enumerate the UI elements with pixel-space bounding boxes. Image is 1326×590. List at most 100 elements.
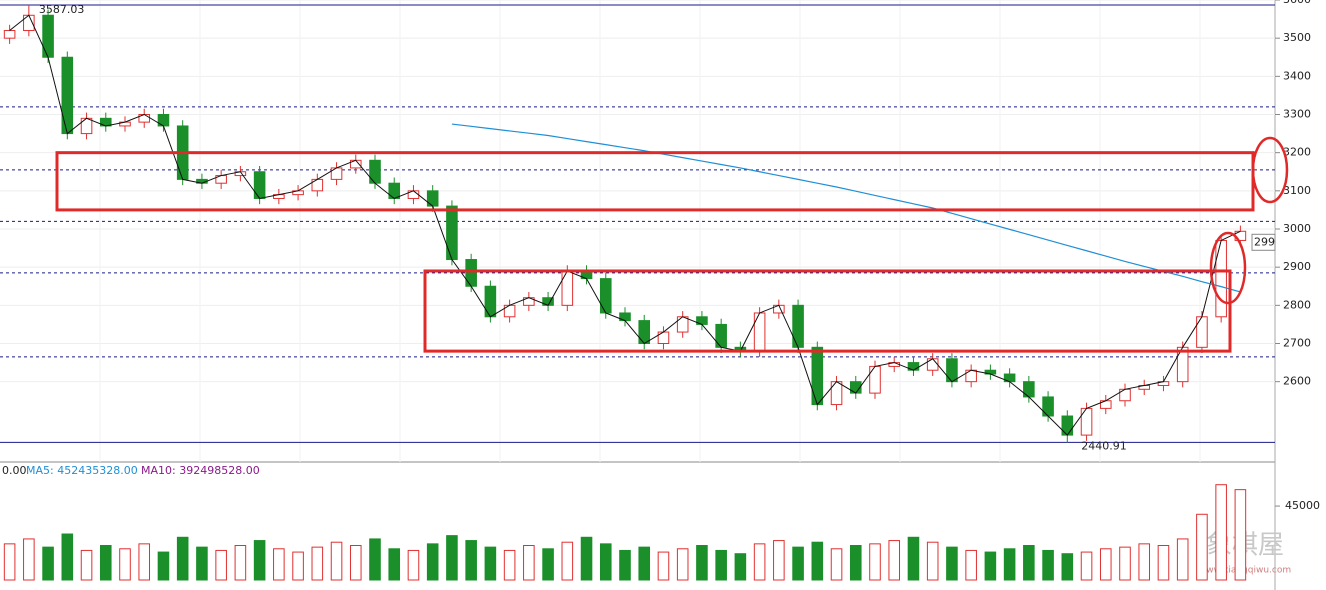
volume-bar [42, 546, 54, 581]
volume-bar [869, 543, 881, 581]
candle-body [388, 182, 401, 199]
volume-legend: MA5: 452435328.00 [26, 464, 138, 477]
candle-body [369, 159, 381, 184]
close-line [9, 14, 1241, 436]
volume-bar [330, 541, 343, 581]
low-label: 2440.91 [1081, 439, 1127, 452]
volume-bar [99, 545, 112, 581]
volume-bar [80, 549, 93, 581]
candle-body [830, 381, 843, 406]
volume-bar [907, 536, 920, 581]
volume-bar [1234, 489, 1247, 581]
volume-bar [1061, 553, 1074, 581]
y-tick-label: 2900 [1283, 260, 1311, 273]
candle-body [676, 316, 689, 333]
volume-bar [503, 549, 516, 581]
volume-bar [215, 549, 227, 581]
candle-body [715, 323, 727, 348]
candle-body [1061, 415, 1074, 436]
volume-bar [407, 549, 420, 581]
volume-bar [446, 535, 458, 581]
volume-bar [61, 533, 74, 581]
y-tick-label: 2800 [1283, 298, 1311, 311]
volume-bar [311, 546, 324, 581]
last-price-box [1251, 233, 1276, 251]
candle-body [1042, 396, 1054, 417]
volume-bar [792, 546, 804, 581]
last-price-label: 299 [1254, 235, 1275, 248]
candle-body [426, 190, 439, 207]
candle-body [484, 285, 497, 318]
volume-bar [426, 543, 439, 581]
candle-body [638, 320, 651, 345]
volume-bar [561, 541, 574, 581]
volume-bar [273, 548, 285, 581]
volume-bar [773, 540, 785, 581]
volume-bar [292, 551, 304, 581]
volume-bar [599, 543, 612, 581]
candle-body [792, 304, 804, 348]
candle-body [946, 358, 958, 383]
candle-body [1215, 239, 1227, 318]
volume-bar [1119, 546, 1131, 581]
volume-bar [888, 540, 901, 581]
candle-body [811, 346, 824, 406]
y-tick-label: 3100 [1283, 184, 1311, 197]
candle-body [561, 270, 574, 306]
volume-bar [234, 545, 247, 581]
y-tick-label: 3600 [1283, 0, 1311, 6]
zone-box [423, 269, 1232, 353]
volume-bar [1042, 549, 1054, 581]
volume-bar [830, 548, 843, 581]
volume-bar [1080, 551, 1093, 581]
volume-bar [138, 543, 151, 581]
volume-bar [349, 545, 362, 581]
volume-bar [696, 545, 708, 581]
volume-bar [1157, 545, 1170, 581]
candle-body [1196, 316, 1208, 348]
candle-body [3, 30, 16, 39]
volume-bar [157, 551, 170, 581]
candle-body [1080, 407, 1093, 436]
volume-bar [638, 546, 651, 581]
volume-bar [1215, 484, 1227, 581]
volume-bar [1003, 548, 1016, 581]
volume-bar [1023, 545, 1035, 581]
volume-bar [946, 546, 958, 581]
volume-legend: MA10: 392498528.00 [141, 464, 260, 477]
volume-bar [542, 548, 554, 581]
candle-body [446, 205, 458, 261]
volume-bar [176, 536, 189, 581]
volume-bar [3, 543, 16, 581]
high-label: 3587.03 [39, 3, 85, 16]
y-tick-label: 2700 [1283, 337, 1311, 350]
volume-bar [253, 540, 266, 581]
volume-bar [1196, 513, 1208, 581]
volume-bar [926, 541, 939, 581]
volume-bar [119, 548, 131, 581]
volume-bar [465, 540, 477, 581]
volume-bar [1099, 548, 1112, 581]
volume-bar [523, 545, 535, 581]
candle-body [753, 312, 766, 352]
long-ma-line [451, 123, 1241, 293]
candle-body [253, 171, 266, 199]
candle-body [1023, 381, 1035, 398]
candle-body [80, 117, 93, 135]
volume-bar [369, 538, 381, 581]
highlight-ellipse [1209, 231, 1247, 305]
candle-body [42, 14, 54, 58]
volume-bar [984, 551, 997, 581]
volume-bar [619, 549, 631, 581]
volume-bar [388, 548, 401, 581]
volume-bar [657, 551, 670, 581]
volume-bar [811, 541, 824, 581]
y-tick-label: 3000 [1283, 222, 1311, 235]
y-tick-label: 3400 [1283, 69, 1311, 82]
volume-bar [734, 553, 747, 581]
volume-bar [196, 546, 208, 581]
candle-body [869, 365, 881, 394]
candle-body [61, 56, 74, 135]
candle-body [465, 259, 477, 287]
